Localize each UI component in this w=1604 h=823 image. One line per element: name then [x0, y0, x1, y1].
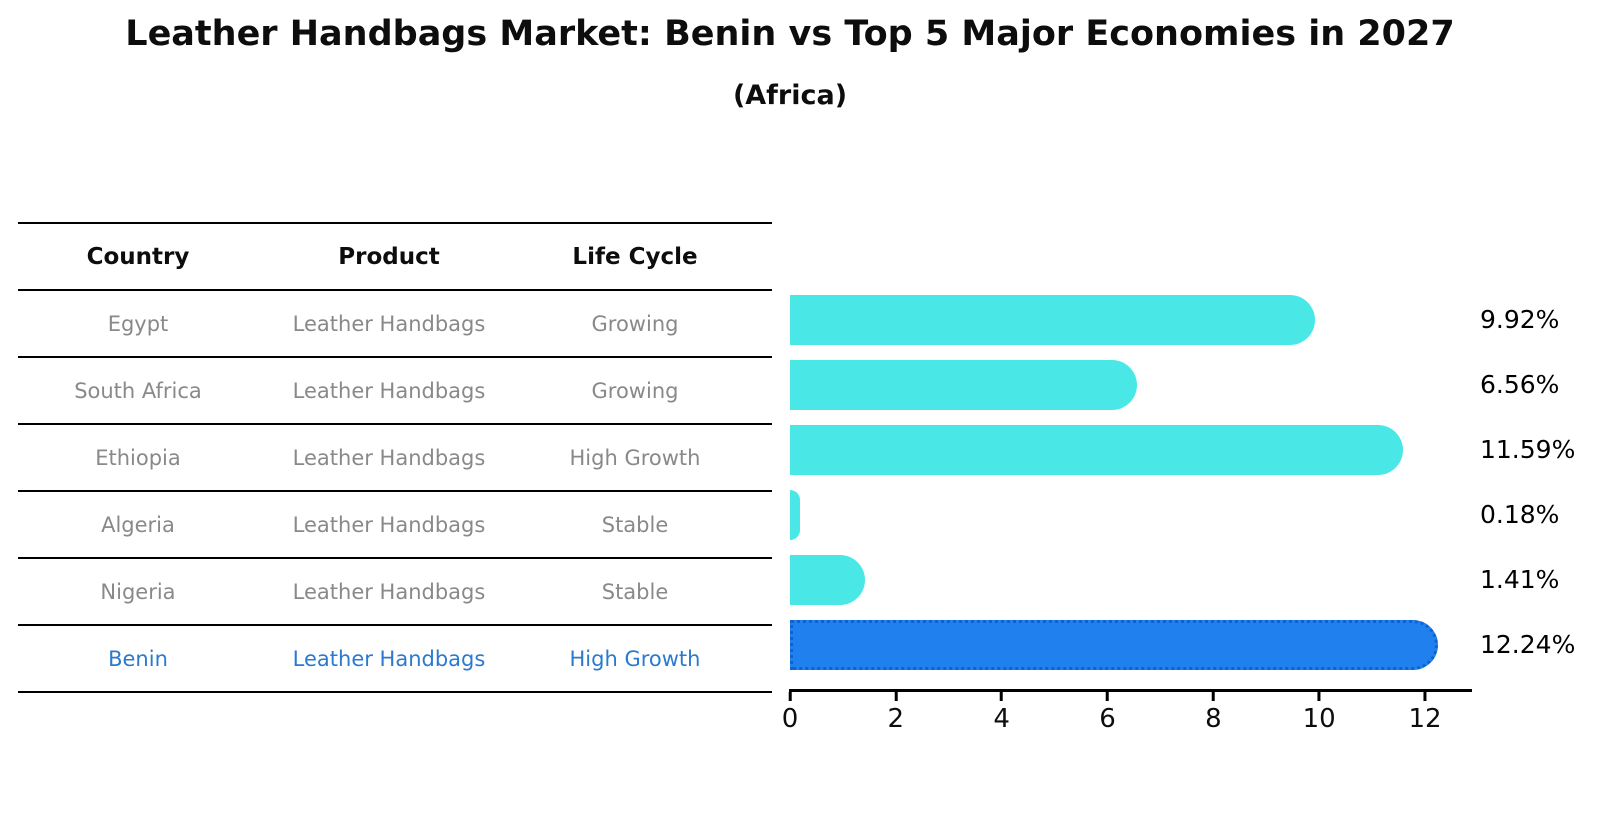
bar-south-africa: [790, 359, 1138, 410]
table-row: Egypt Leather Handbags Growing: [18, 291, 772, 358]
cell-product: Leather Handbags: [292, 579, 486, 604]
bar-ethiopia: [790, 424, 1404, 475]
cell-country: Benin: [108, 646, 168, 671]
bar-egypt: [790, 294, 1315, 345]
cell-lifecycle: High Growth: [569, 646, 701, 671]
x-tick-label: 8: [1205, 704, 1222, 734]
tick-mark: [1000, 692, 1004, 701]
cell-product: Leather Handbags: [292, 378, 486, 403]
cell-country: South Africa: [74, 378, 202, 403]
table-row: South Africa Leather Handbags Growing: [18, 358, 772, 425]
page-title: Leather Handbags Market: Benin vs Top 5 …: [125, 14, 1455, 54]
x-axis: 0 2 4 6 8 10 12: [782, 692, 1470, 752]
x-tick: 0: [781, 692, 799, 734]
header-cell-country: Country: [86, 243, 190, 270]
page-subtitle: (Africa): [732, 80, 848, 111]
cell-product: Leather Handbags: [292, 646, 486, 671]
bar-slot: [790, 352, 1470, 417]
tick-mark: [894, 692, 898, 701]
x-axis-line: [789, 689, 1472, 692]
bar-nigeria: [790, 554, 865, 605]
value-label: 1.41%: [1480, 565, 1560, 594]
bar-slot: [790, 547, 1470, 612]
x-tick: 10: [1303, 692, 1336, 734]
bar-plot-area: [790, 287, 1470, 677]
tick-mark: [1317, 692, 1321, 701]
table-row: Ethiopia Leather Handbags High Growth: [18, 425, 772, 492]
value-label: 9.92%: [1480, 305, 1560, 334]
bar-benin-highlight: [790, 619, 1438, 670]
x-tick-label: 0: [781, 704, 799, 734]
value-label: 11.59%: [1480, 435, 1576, 464]
x-tick-label: 12: [1408, 704, 1442, 734]
cell-country: Egypt: [107, 311, 169, 336]
cell-lifecycle: Growing: [591, 378, 679, 403]
data-table: Country Product Life Cycle Egypt Leather…: [18, 222, 772, 693]
cell-lifecycle: Stable: [601, 579, 669, 604]
value-label: 0.18%: [1480, 500, 1560, 529]
bar-slot: [790, 612, 1470, 677]
x-tick-label: 4: [993, 704, 1010, 734]
cell-product: Leather Handbags: [292, 512, 486, 537]
cell-product: Leather Handbags: [292, 311, 486, 336]
cell-lifecycle: Growing: [591, 311, 679, 336]
bar-slot: [790, 417, 1470, 482]
bar-algeria: [790, 489, 800, 540]
x-tick: 4: [993, 692, 1010, 734]
table-body: Egypt Leather Handbags Growing South Afr…: [18, 291, 772, 693]
table-row-highlight-benin: Benin Leather Handbags High Growth: [18, 626, 772, 693]
value-label: 12.24%: [1480, 630, 1576, 659]
bar-slot: [790, 482, 1470, 547]
cell-country: Algeria: [101, 512, 175, 537]
tick-mark: [1423, 692, 1427, 701]
cell-product: Leather Handbags: [292, 445, 486, 470]
value-label-column: 9.92% 6.56% 11.59% 0.18% 1.41% 12.24%: [1480, 287, 1604, 677]
tick-mark: [1211, 692, 1215, 701]
x-tick-label: 2: [887, 704, 905, 734]
table-row: Nigeria Leather Handbags Stable: [18, 559, 772, 626]
x-tick: 12: [1408, 692, 1442, 734]
cell-lifecycle: High Growth: [569, 445, 701, 470]
table-row: Algeria Leather Handbags Stable: [18, 492, 772, 559]
x-tick: 6: [1099, 692, 1116, 734]
bar-slot: [790, 287, 1470, 352]
tick-mark: [788, 692, 792, 701]
cell-country: Ethiopia: [95, 445, 181, 470]
tick-mark: [1105, 692, 1109, 701]
header-cell-lifecycle: Life Cycle: [572, 243, 698, 270]
x-tick-label: 10: [1302, 704, 1336, 734]
x-tick: 2: [887, 692, 905, 734]
header-cell-product: Product: [338, 243, 440, 270]
x-tick: 8: [1205, 692, 1222, 734]
cell-country: Nigeria: [100, 579, 176, 604]
table-header-row: Country Product Life Cycle: [18, 224, 772, 291]
x-tick-label: 6: [1099, 704, 1116, 734]
cell-lifecycle: Stable: [601, 512, 669, 537]
value-label: 6.56%: [1480, 370, 1560, 399]
